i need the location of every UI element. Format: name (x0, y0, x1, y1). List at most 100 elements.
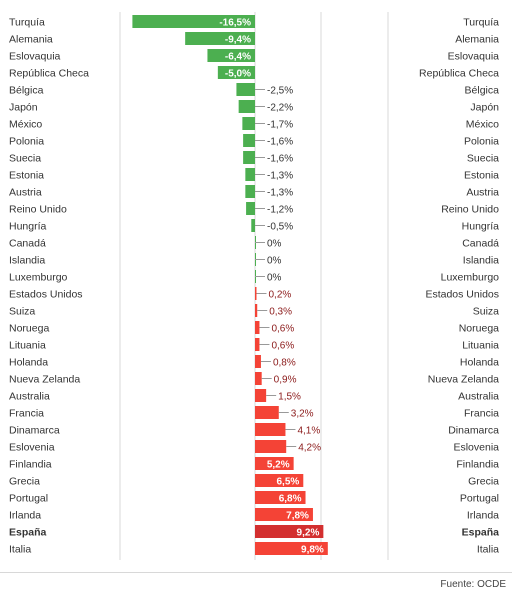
value-label: 4,1% (297, 426, 320, 437)
bar (255, 321, 260, 334)
bar (255, 474, 304, 487)
bar (132, 15, 255, 28)
value-label: 0,6% (271, 324, 294, 335)
category-label-left: Eslovaquia (9, 51, 61, 63)
category-label-left: Hungría (9, 221, 47, 233)
category-label-right: Grecia (468, 476, 499, 488)
bar (255, 491, 306, 504)
value-label: 4,2% (298, 443, 321, 454)
bar (255, 338, 260, 351)
category-label-right: Eslovenia (453, 442, 499, 454)
category-label-left: Islandia (9, 255, 45, 267)
category-label-left: México (9, 119, 42, 131)
source-note: Fuente: OCDE (440, 579, 506, 590)
bar (255, 423, 286, 436)
category-label-right: Eslovaquia (448, 51, 500, 63)
category-label-right: España (462, 527, 500, 539)
category-label-left: Nueva Zelanda (9, 374, 80, 386)
category-label-right: Reino Unido (441, 204, 499, 216)
category-label-right: Luxemburgo (441, 272, 500, 284)
category-label-left: Turquía (9, 17, 45, 29)
category-label-left: Alemania (9, 34, 53, 46)
category-label-left: Holanda (9, 357, 48, 369)
bar (242, 117, 255, 130)
value-label: 0,3% (269, 307, 292, 318)
category-label-left: Japón (9, 102, 38, 114)
category-label-left: Italia (9, 544, 31, 556)
category-label-left: Noruega (9, 323, 49, 335)
value-label: 7,8% (286, 511, 309, 522)
category-label-right: Holanda (460, 357, 499, 369)
bar (251, 219, 255, 232)
category-label-right: Australia (458, 391, 499, 403)
bar (255, 508, 313, 521)
bar (185, 32, 255, 45)
category-label-left: Grecia (9, 476, 40, 488)
bar (255, 525, 324, 538)
value-label: 6,5% (276, 477, 299, 488)
bar (255, 304, 258, 317)
category-label-right: Estados Unidos (425, 289, 499, 301)
category-label-left: Portugal (9, 493, 48, 505)
category-label-left: Estados Unidos (9, 289, 83, 301)
value-label: 0,8% (273, 358, 296, 369)
value-label: -9,4% (225, 35, 251, 46)
category-label-right: Suecia (467, 153, 499, 165)
bar (243, 151, 255, 164)
category-label-right: Japón (470, 102, 499, 114)
category-label-left: Reino Unido (9, 204, 67, 216)
category-label-right: Austria (466, 187, 499, 199)
value-label: 0% (267, 256, 282, 267)
value-label: 6,8% (279, 494, 302, 505)
value-label: 1,5% (278, 392, 301, 403)
value-label: -6,4% (225, 52, 251, 63)
category-label-right: Hungría (462, 221, 500, 233)
bar (217, 66, 255, 79)
category-label-left: Estonia (9, 170, 44, 182)
value-label: 0% (267, 273, 282, 284)
value-label: 0% (267, 239, 282, 250)
bar (255, 355, 261, 368)
category-label-left: Austria (9, 187, 42, 199)
category-label-right: Lituania (462, 340, 499, 352)
bar (207, 49, 255, 62)
value-label: -1,6% (267, 137, 293, 148)
category-label-right: Finlandia (456, 459, 499, 471)
category-label-left: Finlandia (9, 459, 52, 471)
value-label: 0,2% (268, 290, 291, 301)
value-label: -1,3% (267, 171, 293, 182)
value-label: -5,0% (225, 69, 251, 80)
category-label-right: Irlanda (467, 510, 499, 522)
value-label: -16,5% (219, 18, 251, 29)
value-label: 9,2% (297, 528, 320, 539)
category-label-right: Suiza (473, 306, 499, 318)
bar-chart: Turquía Turquía -16,5% Alemania Alemania -9,4… (9, 12, 500, 560)
bar (255, 457, 294, 470)
bar (246, 202, 255, 215)
bar (255, 406, 279, 419)
bar (236, 83, 255, 96)
bar (245, 185, 255, 198)
value-label: -1,6% (267, 154, 293, 165)
value-label: -1,2% (267, 205, 293, 216)
value-label: -2,5% (267, 86, 293, 97)
bar (255, 389, 267, 402)
bar (255, 440, 287, 453)
bar (255, 287, 257, 300)
category-label-right: Islandia (463, 255, 499, 267)
category-label-left: Lituania (9, 340, 46, 352)
category-label-left: Australia (9, 391, 50, 403)
category-label-right: Canadá (462, 238, 499, 250)
category-label-right: Bélgica (465, 85, 500, 97)
category-label-right: Estonia (464, 170, 499, 182)
category-label-left: Polonia (9, 136, 44, 148)
value-label: 5,2% (267, 460, 290, 471)
category-label-left: República Checa (9, 68, 89, 80)
category-label-left: Suiza (9, 306, 35, 318)
category-label-right: Polonia (464, 136, 499, 148)
value-label: -0,5% (267, 222, 293, 233)
value-label: 0,9% (274, 375, 297, 386)
category-label-right: Dinamarca (448, 425, 499, 437)
bar (255, 542, 328, 555)
bar (255, 372, 262, 385)
